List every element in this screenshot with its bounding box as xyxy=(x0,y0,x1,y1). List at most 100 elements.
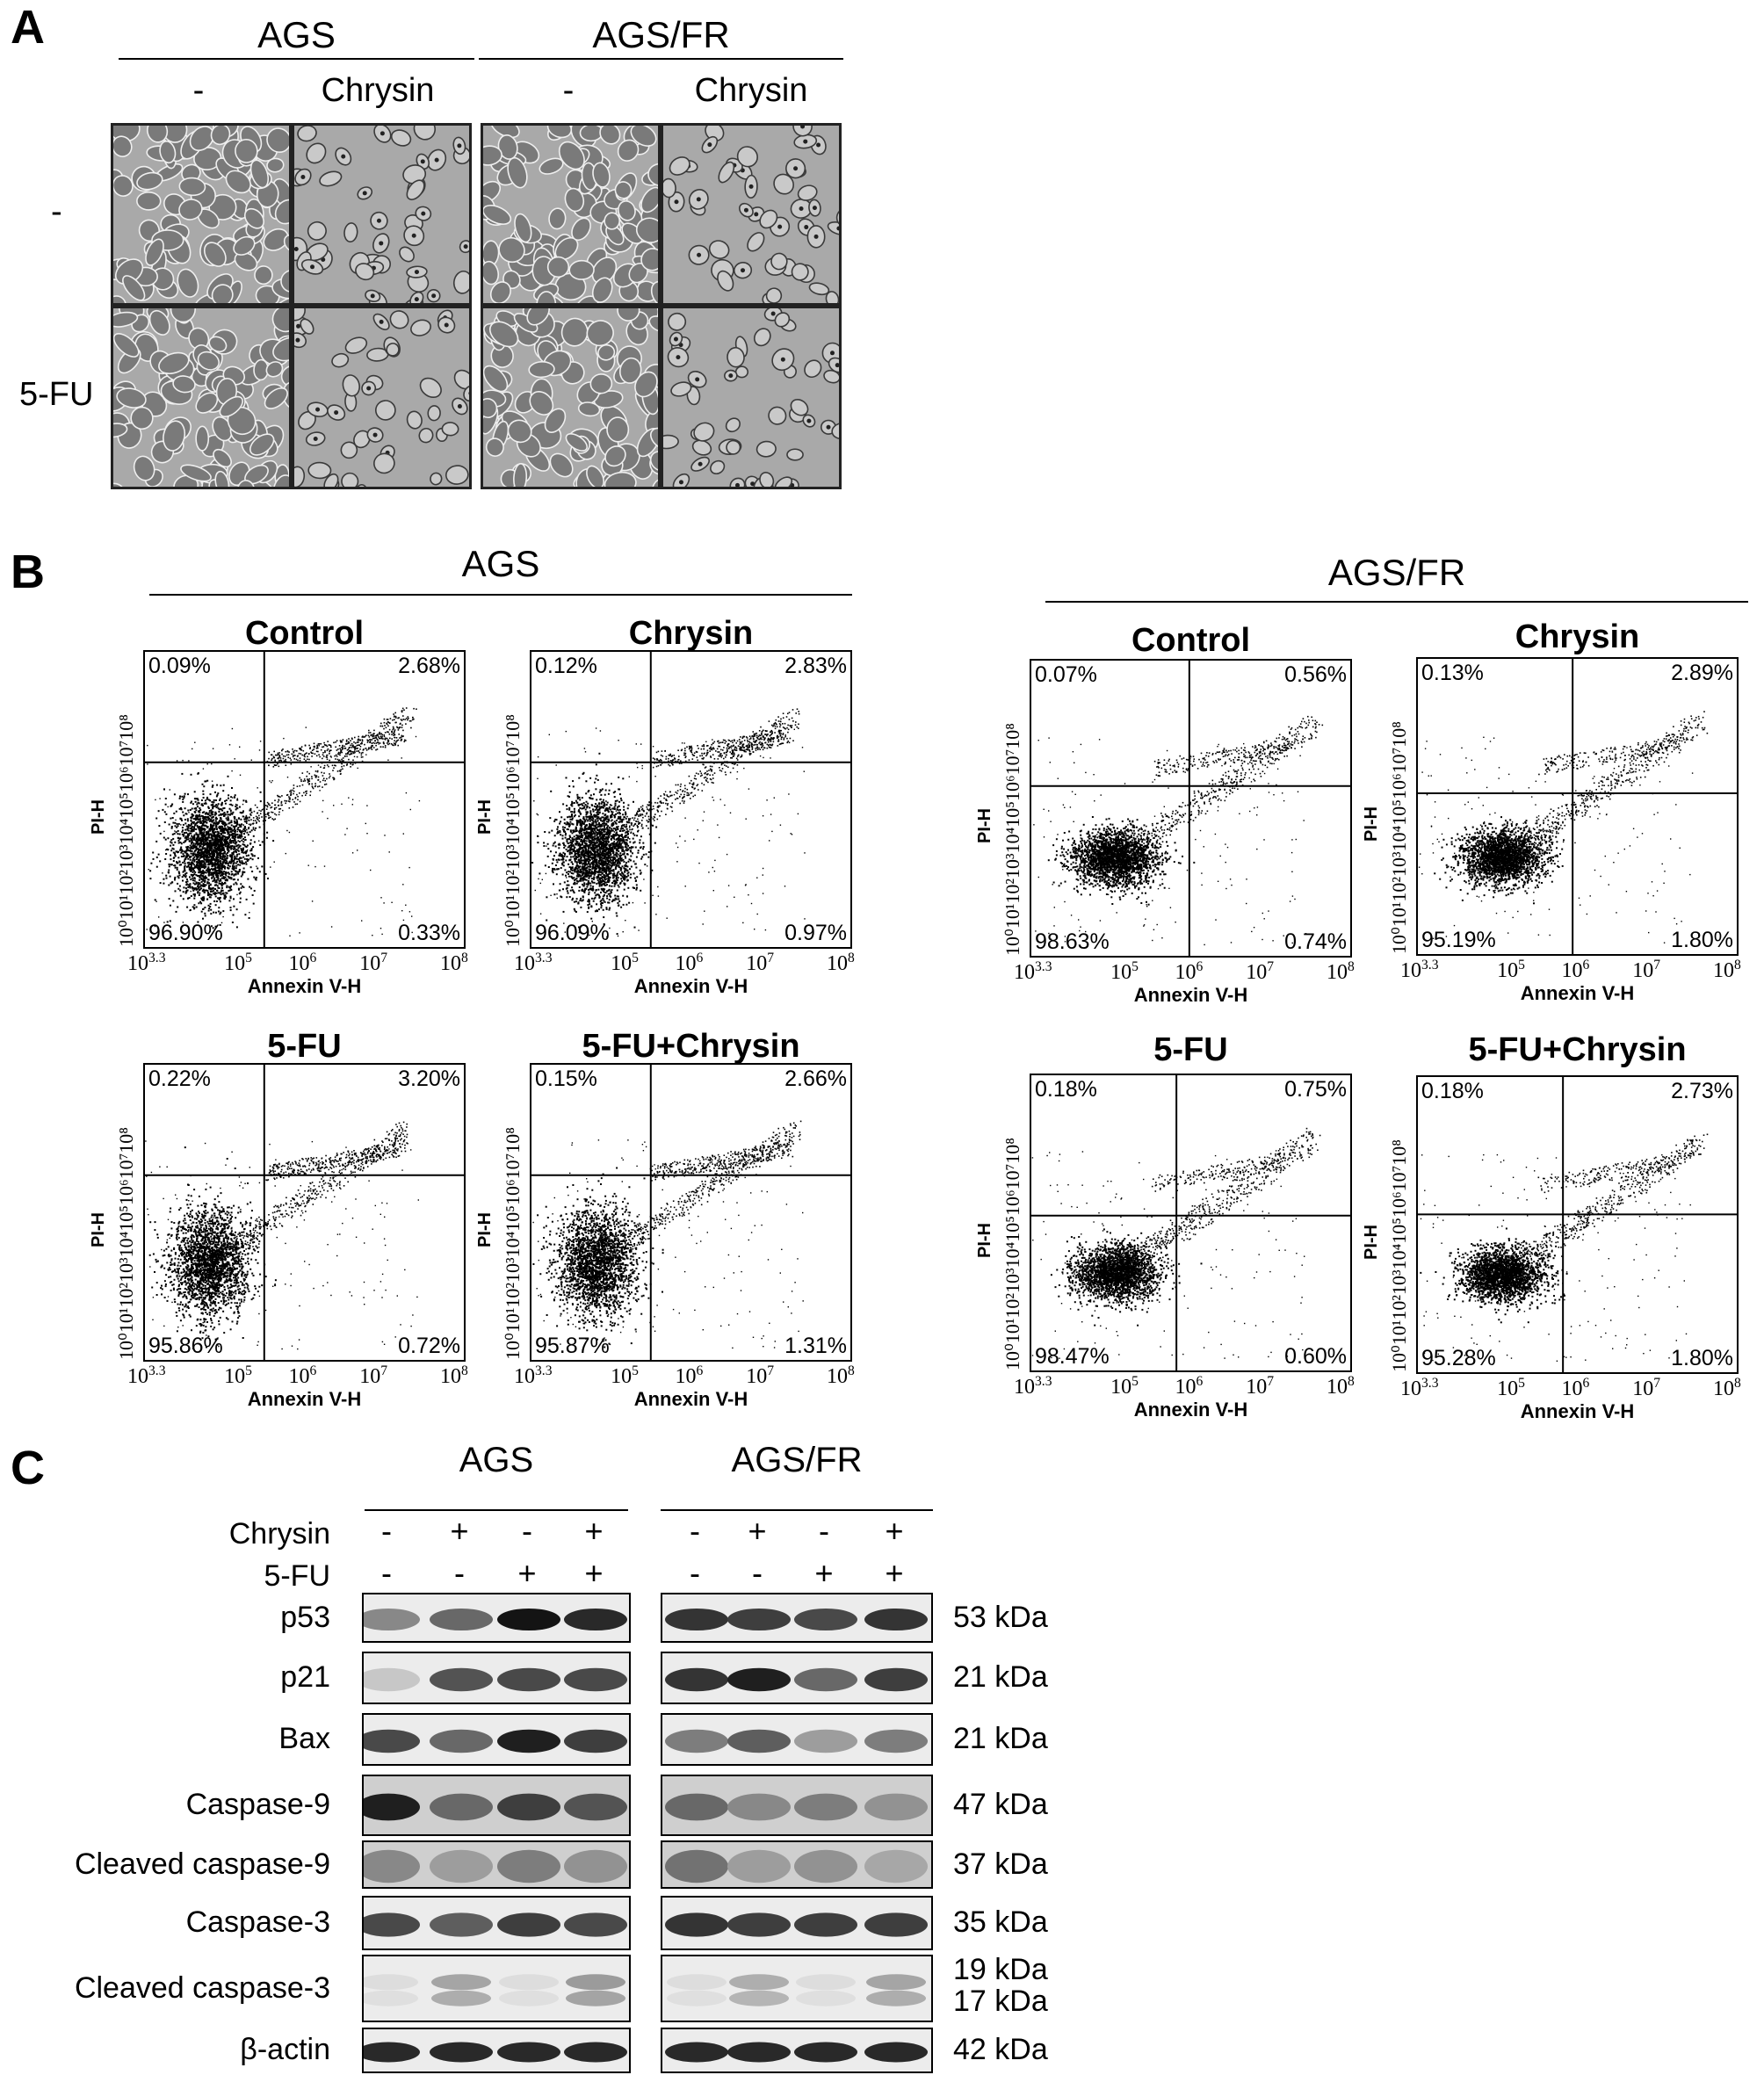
flow-plot xyxy=(143,1063,466,1362)
flow-plot-xtick: 103.3 xyxy=(1400,958,1439,983)
flow-plot-xtick: 103.3 xyxy=(1014,1374,1052,1399)
flow-plot-ylabel: PI-H xyxy=(475,1212,495,1247)
flow-plot-title: 5-FU+Chrysin xyxy=(1399,1031,1756,1069)
flow-plot-xtick: 107 xyxy=(1632,958,1660,983)
blot-strip xyxy=(362,2028,631,2073)
blot-row-label: Cleaved caspase-3 xyxy=(18,1971,330,2006)
blot-strip xyxy=(661,1955,933,2022)
flow-plot-title: Chrysin xyxy=(1399,618,1756,656)
flow-plot-xtick: 108 xyxy=(827,1363,855,1389)
panel-b-letter: B xyxy=(11,545,45,599)
panel-a-row-label: 5-FU xyxy=(19,376,93,414)
panel-c-group-ags-line xyxy=(365,1509,628,1511)
flow-plot-xtick: 106 xyxy=(289,1363,317,1389)
flow-plot-xtick: 105 xyxy=(224,951,252,976)
quadrant-percentage-ll: 95.28% xyxy=(1421,1346,1496,1371)
flow-plot-yticks: 10⁰10¹10²10³10⁴10⁵10⁶10⁷10⁸ xyxy=(502,1127,524,1360)
flow-plot-xtick: 105 xyxy=(1110,1374,1139,1399)
quadrant-percentage-lr: 0.72% xyxy=(364,1334,460,1359)
panel-a-group-agsfr: AGS/FR xyxy=(479,14,843,56)
flow-plot-xtick: 106 xyxy=(289,951,317,976)
panel-b-group-ags-line xyxy=(149,594,852,596)
quadrant-percentage-ur: 0.56% xyxy=(1250,662,1347,688)
flow-plot-title: Control xyxy=(1012,622,1370,660)
flow-plot-xlabel: Annexin V-H xyxy=(143,975,466,998)
flow-plot xyxy=(530,650,852,949)
panel-a-group-ags: AGS xyxy=(119,14,474,56)
blot-row-label: Bax xyxy=(18,1722,330,1756)
flow-plot-ylabel: PI-H xyxy=(475,799,495,835)
blot-strip xyxy=(362,1840,631,1889)
quadrant-percentage-ll: 96.90% xyxy=(148,921,223,946)
flow-plot-xtick: 105 xyxy=(1497,1376,1525,1401)
quadrant-percentage-lr: 0.33% xyxy=(364,921,460,946)
panel-a-col-label: - xyxy=(481,72,656,110)
flow-plot-xtick: 106 xyxy=(1562,958,1590,983)
blot-molecular-weight: 47 kDa xyxy=(953,1788,1048,1822)
flow-plot-yticks: 10⁰10¹10²10³10⁴10⁵10⁶10⁷10⁸ xyxy=(1388,721,1411,954)
blot-strip xyxy=(661,1652,933,1704)
blot-strip xyxy=(362,1896,631,1950)
flow-plot-xtick: 105 xyxy=(1497,958,1525,983)
flow-plot-xtick: 108 xyxy=(440,1363,468,1389)
blot-row-label: β-actin xyxy=(18,2033,330,2067)
flow-plot-xtick: 107 xyxy=(746,951,774,976)
quadrant-percentage-ll: 95.19% xyxy=(1421,928,1496,953)
flow-plot-xlabel: Annexin V-H xyxy=(1416,982,1739,1005)
flow-plot-title: Control xyxy=(126,615,483,653)
blot-molecular-weight: 42 kDa xyxy=(953,2033,1048,2067)
blot-strip xyxy=(661,1840,933,1889)
blot-strip xyxy=(362,1713,631,1766)
flow-plot-yticks: 10⁰10¹10²10³10⁴10⁵10⁶10⁷10⁸ xyxy=(115,1127,138,1360)
flow-plot-xlabel: Annexin V-H xyxy=(1030,984,1352,1007)
flow-plot-ylabel: PI-H xyxy=(975,1223,995,1258)
blot-molecular-weight: 21 kDa xyxy=(953,1660,1048,1695)
quadrant-percentage-ll: 95.87% xyxy=(535,1334,610,1359)
treatment-sign-5fu: - xyxy=(740,1555,775,1592)
flow-plot xyxy=(1416,657,1739,956)
flow-plot-xtick: 105 xyxy=(611,1363,639,1389)
blot-strip xyxy=(661,1713,933,1766)
micrograph-tile xyxy=(661,123,842,306)
flow-plot-yticks: 10⁰10¹10²10³10⁴10⁵10⁶10⁷10⁸ xyxy=(1388,1139,1411,1372)
flow-plot-ylabel: PI-H xyxy=(1362,806,1382,842)
flow-plot-xtick: 105 xyxy=(224,1363,252,1389)
micrograph-tile xyxy=(661,306,842,489)
quadrant-percentage-ur: 2.89% xyxy=(1637,661,1733,686)
flow-plot-xtick: 107 xyxy=(359,1363,387,1389)
flow-plot-xtick: 103.3 xyxy=(514,1363,553,1389)
treatment-sign-chrysin: + xyxy=(877,1513,912,1550)
quadrant-percentage-ur: 2.83% xyxy=(750,654,847,679)
flow-plot-xtick: 105 xyxy=(1110,959,1139,985)
panel-a-letter: A xyxy=(11,0,45,54)
blot-strip xyxy=(661,1896,933,1950)
treatment-sign-5fu: - xyxy=(442,1555,477,1592)
panel-b-group-agsfr: AGS/FR xyxy=(1045,552,1748,594)
quadrant-percentage-ll: 95.86% xyxy=(148,1334,223,1359)
treatment-sign-5fu: + xyxy=(806,1555,842,1592)
quadrant-percentage-ul: 0.13% xyxy=(1421,661,1484,686)
flow-plot-xtick: 103.3 xyxy=(1400,1376,1439,1401)
quadrant-percentage-ll: 96.09% xyxy=(535,921,610,946)
flow-plot-ylabel: PI-H xyxy=(89,1212,109,1247)
panel-b-group-agsfr-line xyxy=(1045,601,1748,603)
blot-molecular-weight: 35 kDa xyxy=(953,1905,1048,1940)
flow-plot-yticks: 10⁰10¹10²10³10⁴10⁵10⁶10⁷10⁸ xyxy=(115,714,138,947)
flow-plot-xlabel: Annexin V-H xyxy=(530,975,852,998)
blot-strip xyxy=(362,1775,631,1836)
blot-strip xyxy=(661,1593,933,1643)
blot-strip xyxy=(362,1652,631,1704)
flow-plot xyxy=(530,1063,852,1362)
blot-row-label: Caspase-3 xyxy=(18,1905,330,1940)
panel-a-col-label: Chrysin xyxy=(290,72,466,110)
treatment-sign-5fu: + xyxy=(510,1555,545,1592)
micrograph-tile xyxy=(292,123,472,306)
treatment-sign-chrysin: + xyxy=(576,1513,611,1550)
flow-plot-title: Chrysin xyxy=(512,615,870,653)
quadrant-percentage-ll: 98.63% xyxy=(1035,929,1110,955)
flow-plot xyxy=(143,650,466,949)
flow-plot-title: 5-FU xyxy=(1012,1031,1370,1069)
panel-c-group-agsfr: AGS/FR xyxy=(661,1441,933,1480)
blot-row-label: Caspase-9 xyxy=(18,1788,330,1822)
flow-plot-title: 5-FU+Chrysin xyxy=(512,1028,870,1066)
